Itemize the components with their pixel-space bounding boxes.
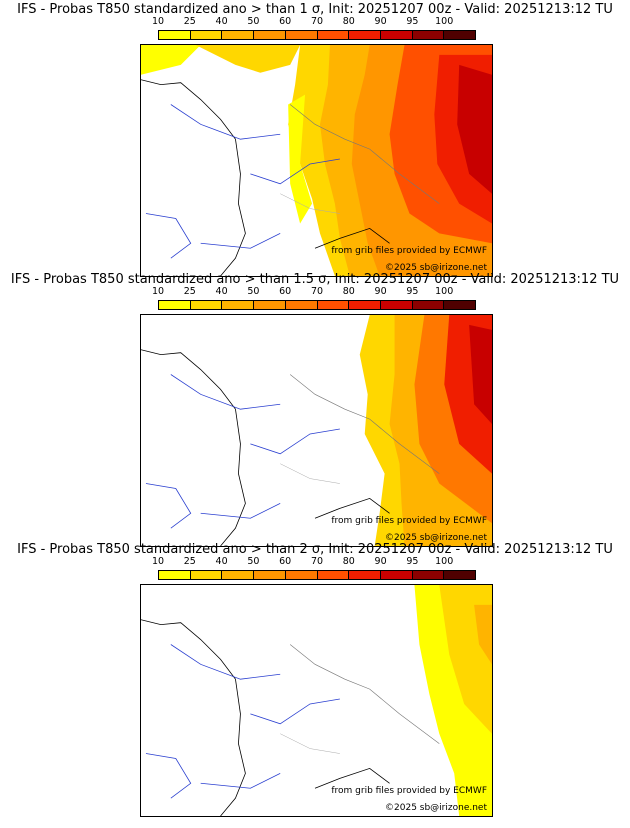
colorbar-tick-label: 70 [310,286,324,297]
probability-map: from grib files provided by ECMWF ©2025 … [140,584,493,817]
colorbar-tick-label: 90 [374,16,387,27]
colorbar-tick-label: 90 [374,286,387,297]
credit-copyright: ©2025 sb@irizone.net [385,533,487,543]
colorbar-segment [285,301,318,309]
colorbar-tick-label: 90 [374,556,387,567]
colorbar-segment [159,31,191,39]
colorbar-tick-label: 70 [310,556,324,567]
colorbar-segment [349,301,381,309]
colorbar-segment [285,571,318,579]
colorbar-tick-label: 50 [247,286,260,297]
panel-title: IFS - Probas T850 standardized ano > tha… [17,2,613,17]
colorbar-segment [254,571,286,579]
colorbar-segment [159,301,191,309]
colorbar-segment [444,31,476,39]
panel-2sigma: IFS - Probas T850 standardized ano > tha… [0,542,630,817]
colorbar-segment [317,31,350,39]
colorbar-tick-label: 80 [342,286,355,297]
colorbar-segment [380,301,413,309]
colorbar-tick-label: 25 [183,286,196,297]
credit-source: from grib files provided by ECMWF [331,516,487,526]
colorbar-segment [380,31,413,39]
colorbar-segment [222,31,255,39]
panel-title: IFS - Probas T850 standardized ano > tha… [10,272,620,287]
colorbar [158,570,476,580]
colorbar-segment [349,571,381,579]
credit-source: from grib files provided by ECMWF [331,246,487,256]
colorbar-segment [444,301,476,309]
colorbar-tick-label: 60 [279,16,292,27]
colorbar-ticks: 10 25 40 50 60 70 80 90 95 100 [152,556,476,568]
colorbar-segment [222,571,255,579]
credit-copyright: ©2025 sb@irizone.net [385,263,487,273]
probability-map: from grib files provided by ECMWF ©2025 … [140,314,493,547]
colorbar-segment [412,301,445,309]
colorbar-segment [317,301,350,309]
colorbar-ticks: 10 25 40 50 60 70 80 90 95 100 [152,16,476,28]
colorbar-segment [412,571,445,579]
colorbar-tick-label: 50 [247,16,260,27]
probability-map: from grib files provided by ECMWF ©2025 … [140,44,493,277]
colorbar-tick-label: 25 [183,556,196,567]
colorbar-segment [159,571,191,579]
colorbar-tick-label: 100 [435,286,454,297]
panel-title: IFS - Probas T850 standardized ano > tha… [17,542,613,557]
colorbar-tick-label: 50 [247,556,260,567]
colorbar-segment [317,571,350,579]
colorbar [158,30,476,40]
colorbar-tick-label: 95 [406,286,419,297]
colorbar-tick-label: 40 [215,556,228,567]
colorbar-tick-label: 10 [151,16,165,27]
colorbar-tick-label: 10 [151,556,165,567]
colorbar-segment [222,301,255,309]
colorbar [158,300,476,310]
colorbar-tick-label: 100 [435,16,454,27]
colorbar-tick-label: 25 [183,16,196,27]
colorbar-tick-label: 80 [342,556,355,567]
colorbar-segment [190,31,223,39]
colorbar-tick-label: 60 [279,556,292,567]
colorbar-tick-label: 70 [310,16,324,27]
colorbar-segment [254,301,286,309]
colorbar-tick-label: 40 [215,16,228,27]
colorbar-segment [412,31,445,39]
credit-copyright: ©2025 sb@irizone.net [385,803,487,813]
colorbar-tick-label: 40 [215,286,228,297]
colorbar-segment [444,571,476,579]
colorbar-segment [349,31,381,39]
colorbar-segment [190,301,223,309]
colorbar-ticks: 10 25 40 50 60 70 80 90 95 100 [152,286,476,298]
credit-source: from grib files provided by ECMWF [331,786,487,796]
colorbar-tick-label: 95 [406,16,419,27]
colorbar-tick-label: 95 [406,556,419,567]
colorbar-tick-label: 100 [435,556,454,567]
colorbar-segment [190,571,223,579]
colorbar-segment [380,571,413,579]
colorbar-segment [254,31,286,39]
panel-1.5sigma: IFS - Probas T850 standardized ano > tha… [0,272,630,547]
panel-1sigma: IFS - Probas T850 standardized ano > tha… [0,2,630,277]
colorbar-tick-label: 60 [279,286,292,297]
colorbar-segment [285,31,318,39]
colorbar-tick-label: 80 [342,16,355,27]
colorbar-tick-label: 10 [151,286,165,297]
